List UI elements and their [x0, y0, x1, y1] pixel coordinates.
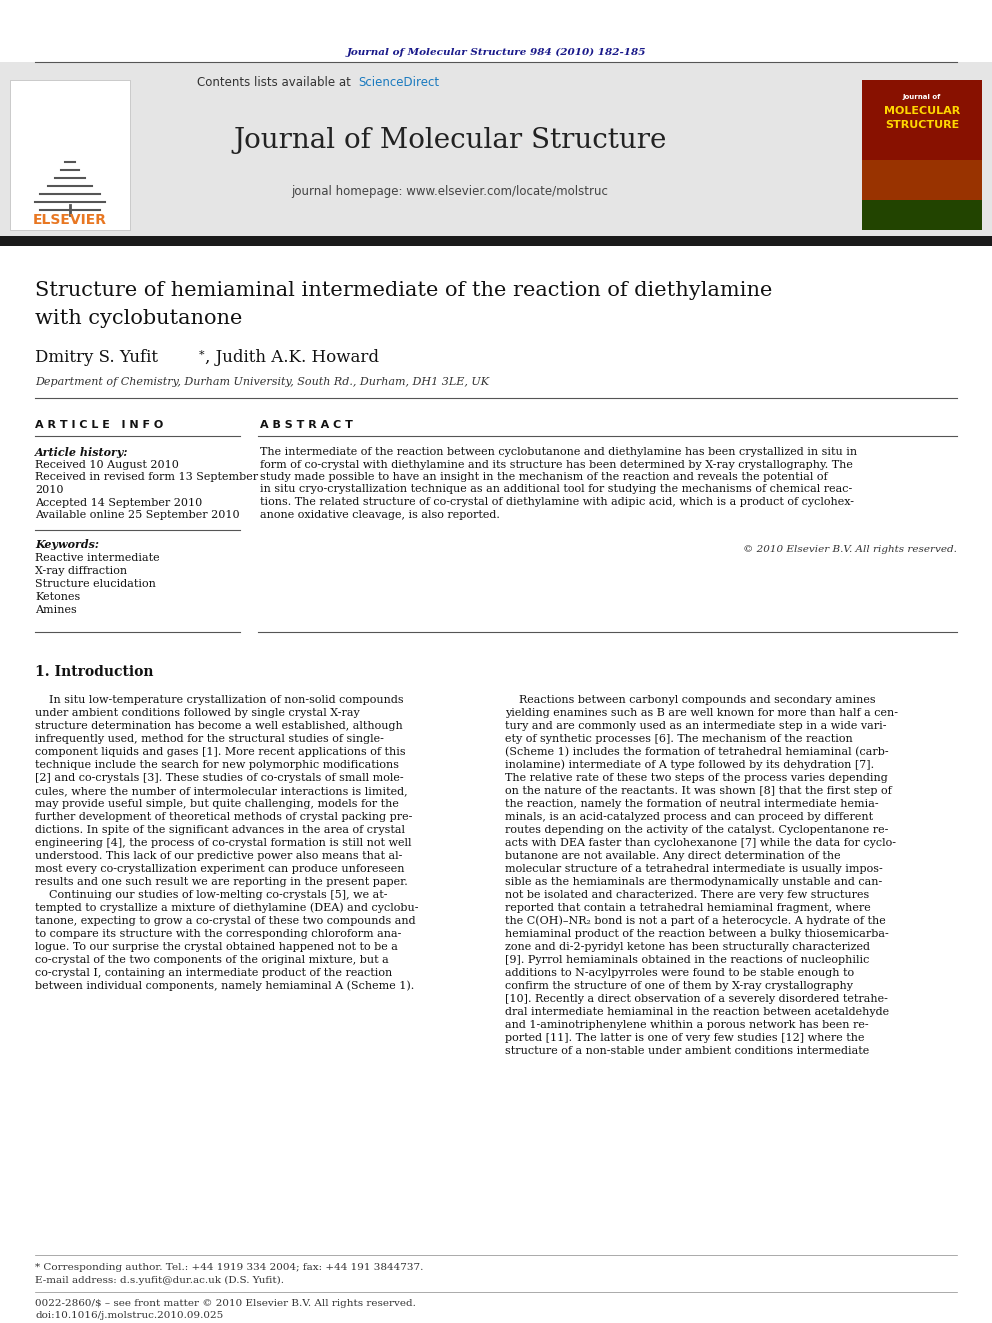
Text: Received 10 August 2010: Received 10 August 2010 — [35, 460, 179, 470]
Text: X-ray diffraction: X-ray diffraction — [35, 566, 127, 576]
Text: most every co-crystallization experiment can produce unforeseen: most every co-crystallization experiment… — [35, 864, 405, 875]
Text: hemiaminal product of the reaction between a bulky thiosemicarba-: hemiaminal product of the reaction betwe… — [505, 929, 889, 939]
Text: additions to N-acylpyrroles were found to be stable enough to: additions to N-acylpyrroles were found t… — [505, 968, 854, 978]
Text: Reactive intermediate: Reactive intermediate — [35, 553, 160, 564]
Text: sible as the hemiaminals are thermodynamically unstable and can-: sible as the hemiaminals are thermodynam… — [505, 877, 882, 886]
Text: butanone are not available. Any direct determination of the: butanone are not available. Any direct d… — [505, 851, 840, 861]
Text: Structure elucidation: Structure elucidation — [35, 579, 156, 589]
Text: inolamine) intermediate of A type followed by its dehydration [7].: inolamine) intermediate of A type follow… — [505, 759, 874, 770]
Text: Reactions between carbonyl compounds and secondary amines: Reactions between carbonyl compounds and… — [505, 695, 876, 705]
Bar — [862, 180, 982, 230]
Text: Dmitry S. Yufit: Dmitry S. Yufit — [35, 349, 158, 366]
Bar — [10, 79, 130, 230]
Text: Structure of hemiaminal intermediate of the reaction of diethylamine: Structure of hemiaminal intermediate of … — [35, 280, 773, 299]
Bar — [0, 62, 992, 237]
Text: on the nature of the reactants. It was shown [8] that the first step of: on the nature of the reactants. It was s… — [505, 786, 892, 796]
Text: further development of theoretical methods of crystal packing pre-: further development of theoretical metho… — [35, 812, 413, 822]
Text: © 2010 Elsevier B.V. All rights reserved.: © 2010 Elsevier B.V. All rights reserved… — [743, 545, 957, 554]
Text: Contents lists available at: Contents lists available at — [197, 75, 355, 89]
Text: reported that contain a tetrahedral hemiaminal fragment, where: reported that contain a tetrahedral hemi… — [505, 904, 871, 913]
Text: tury and are commonly used as an intermediate step in a wide vari-: tury and are commonly used as an interme… — [505, 721, 887, 732]
Text: Continuing our studies of low-melting co-crystals [5], we at-: Continuing our studies of low-melting co… — [35, 890, 388, 900]
Text: Department of Chemistry, Durham University, South Rd., Durham, DH1 3LE, UK: Department of Chemistry, Durham Universi… — [35, 377, 489, 388]
Text: STRUCTURE: STRUCTURE — [885, 120, 959, 130]
Text: , Judith A.K. Howard: , Judith A.K. Howard — [205, 349, 379, 366]
Text: 1. Introduction: 1. Introduction — [35, 665, 154, 679]
Bar — [0, 235, 992, 246]
Text: Accepted 14 September 2010: Accepted 14 September 2010 — [35, 497, 202, 508]
Text: the C(OH)–NR₂ bond is not a part of a heterocycle. A hydrate of the: the C(OH)–NR₂ bond is not a part of a he… — [505, 916, 886, 926]
Text: and 1-aminotriphenylene whithin a porous network has been re-: and 1-aminotriphenylene whithin a porous… — [505, 1020, 869, 1031]
Text: Keywords:: Keywords: — [35, 540, 99, 550]
Text: tempted to crystallize a mixture of diethylamine (DEA) and cyclobu-: tempted to crystallize a mixture of diet… — [35, 902, 419, 913]
Text: co-crystal of the two components of the original mixture, but a: co-crystal of the two components of the … — [35, 955, 389, 964]
Text: tions. The related structure of co-crystal of diethylamine with adipic acid, whi: tions. The related structure of co-cryst… — [260, 497, 854, 507]
Text: tanone, expecting to grow a co-crystal of these two compounds and: tanone, expecting to grow a co-crystal o… — [35, 916, 416, 926]
Text: structure determination has become a well established, although: structure determination has become a wel… — [35, 721, 403, 732]
Text: dictions. In spite of the significant advances in the area of crystal: dictions. In spite of the significant ad… — [35, 826, 405, 835]
Text: form of co-crystal with diethylamine and its structure has been determined by X-: form of co-crystal with diethylamine and… — [260, 459, 853, 470]
Text: logue. To our surprise the crystal obtained happened not to be a: logue. To our surprise the crystal obtai… — [35, 942, 398, 953]
Bar — [862, 79, 982, 230]
Text: Available online 25 September 2010: Available online 25 September 2010 — [35, 509, 240, 520]
Text: zone and di-2-pyridyl ketone has been structurally characterized: zone and di-2-pyridyl ketone has been st… — [505, 942, 870, 953]
Text: Ketones: Ketones — [35, 591, 80, 602]
Text: cules, where the number of intermolecular interactions is limited,: cules, where the number of intermolecula… — [35, 786, 408, 796]
Text: A B S T R A C T: A B S T R A C T — [260, 419, 353, 430]
Text: to compare its structure with the corresponding chloroform ana-: to compare its structure with the corres… — [35, 929, 402, 939]
Text: may provide useful simple, but quite challenging, models for the: may provide useful simple, but quite cha… — [35, 799, 399, 808]
Text: 2010: 2010 — [35, 486, 63, 495]
Text: ported [11]. The latter is one of very few studies [12] where the: ported [11]. The latter is one of very f… — [505, 1033, 864, 1043]
Text: minals, is an acid-catalyzed process and can proceed by different: minals, is an acid-catalyzed process and… — [505, 812, 873, 822]
Text: with cyclobutanone: with cyclobutanone — [35, 308, 242, 328]
Text: anone oxidative cleavage, is also reported.: anone oxidative cleavage, is also report… — [260, 509, 500, 520]
Text: [9]. Pyrrol hemiaminals obtained in the reactions of nucleophilic: [9]. Pyrrol hemiaminals obtained in the … — [505, 955, 869, 964]
Text: study made possible to have an insight in the mechanism of the reaction and reve: study made possible to have an insight i… — [260, 472, 827, 482]
Text: component liquids and gases [1]. More recent applications of this: component liquids and gases [1]. More re… — [35, 747, 406, 757]
Text: ScienceDirect: ScienceDirect — [358, 75, 439, 89]
Text: The relative rate of these two steps of the process varies depending: The relative rate of these two steps of … — [505, 773, 888, 783]
Text: under ambient conditions followed by single crystal X-ray: under ambient conditions followed by sin… — [35, 708, 360, 718]
Text: the reaction, namely the formation of neutral intermediate hemia-: the reaction, namely the formation of ne… — [505, 799, 879, 808]
Text: confirm the structure of one of them by X-ray crystallography: confirm the structure of one of them by … — [505, 980, 853, 991]
Text: In situ low-temperature crystallization of non-solid compounds: In situ low-temperature crystallization … — [35, 695, 404, 705]
Text: A R T I C L E   I N F O: A R T I C L E I N F O — [35, 419, 164, 430]
Text: E-mail address: d.s.yufit@dur.ac.uk (D.S. Yufit).: E-mail address: d.s.yufit@dur.ac.uk (D.S… — [35, 1275, 284, 1285]
Text: molecular structure of a tetrahedral intermediate is usually impos-: molecular structure of a tetrahedral int… — [505, 864, 883, 875]
Text: acts with DEA faster than cyclohexanone [7] while the data for cyclo-: acts with DEA faster than cyclohexanone … — [505, 837, 896, 848]
Text: infrequently used, method for the structural studies of single-: infrequently used, method for the struct… — [35, 734, 384, 744]
Text: technique include the search for new polymorphic modifications: technique include the search for new pol… — [35, 759, 399, 770]
Text: The intermediate of the reaction between cyclobutanone and diethylamine has been: The intermediate of the reaction between… — [260, 447, 857, 456]
Text: yielding enamines such as B are well known for more than half a cen-: yielding enamines such as B are well kno… — [505, 708, 898, 718]
Text: Journal of Molecular Structure: Journal of Molecular Structure — [233, 127, 667, 153]
Text: * Corresponding author. Tel.: +44 1919 334 2004; fax: +44 191 3844737.: * Corresponding author. Tel.: +44 1919 3… — [35, 1263, 424, 1273]
Text: not be isolated and characterized. There are very few structures: not be isolated and characterized. There… — [505, 890, 869, 900]
Text: structure of a non-stable under ambient conditions intermediate: structure of a non-stable under ambient … — [505, 1046, 869, 1056]
Text: (Scheme 1) includes the formation of tetrahedral hemiaminal (carb-: (Scheme 1) includes the formation of tet… — [505, 747, 889, 757]
Text: Journal of Molecular Structure 984 (2010) 182-185: Journal of Molecular Structure 984 (2010… — [346, 48, 646, 57]
Text: co-crystal I, containing an intermediate product of the reaction: co-crystal I, containing an intermediate… — [35, 968, 392, 978]
Text: Journal of: Journal of — [903, 94, 941, 101]
Text: Received in revised form 13 September: Received in revised form 13 September — [35, 472, 258, 483]
Text: ety of synthetic processes [6]. The mechanism of the reaction: ety of synthetic processes [6]. The mech… — [505, 734, 853, 744]
Text: engineering [4], the process of co-crystal formation is still not well: engineering [4], the process of co-cryst… — [35, 837, 412, 848]
Bar — [862, 160, 982, 200]
Text: 0022-2860/$ – see front matter © 2010 Elsevier B.V. All rights reserved.: 0022-2860/$ – see front matter © 2010 El… — [35, 1299, 416, 1308]
Text: doi:10.1016/j.molstruc.2010.09.025: doi:10.1016/j.molstruc.2010.09.025 — [35, 1311, 223, 1319]
Text: between individual components, namely hemiaminal A (Scheme 1).: between individual components, namely he… — [35, 980, 415, 991]
Text: [2] and co-crystals [3]. These studies of co-crystals of small mole-: [2] and co-crystals [3]. These studies o… — [35, 773, 404, 783]
Text: *: * — [199, 351, 204, 360]
Bar — [862, 79, 982, 160]
Text: Article history:: Article history: — [35, 446, 129, 458]
Text: [10]. Recently a direct observation of a severely disordered tetrahe-: [10]. Recently a direct observation of a… — [505, 994, 888, 1004]
Text: journal homepage: www.elsevier.com/locate/molstruc: journal homepage: www.elsevier.com/locat… — [292, 185, 608, 198]
Text: results and one such result we are reporting in the present paper.: results and one such result we are repor… — [35, 877, 408, 886]
Text: Amines: Amines — [35, 605, 76, 615]
Text: MOLECULAR: MOLECULAR — [884, 106, 960, 116]
Text: in situ cryo-crystallization technique as an additional tool for studying the me: in situ cryo-crystallization technique a… — [260, 484, 852, 495]
Text: understood. This lack of our predictive power also means that al-: understood. This lack of our predictive … — [35, 851, 403, 861]
Text: ELSEVIER: ELSEVIER — [33, 213, 107, 228]
Text: routes depending on the activity of the catalyst. Cyclopentanone re-: routes depending on the activity of the … — [505, 826, 889, 835]
Text: dral intermediate hemiaminal in the reaction between acetaldehyde: dral intermediate hemiaminal in the reac… — [505, 1007, 889, 1017]
